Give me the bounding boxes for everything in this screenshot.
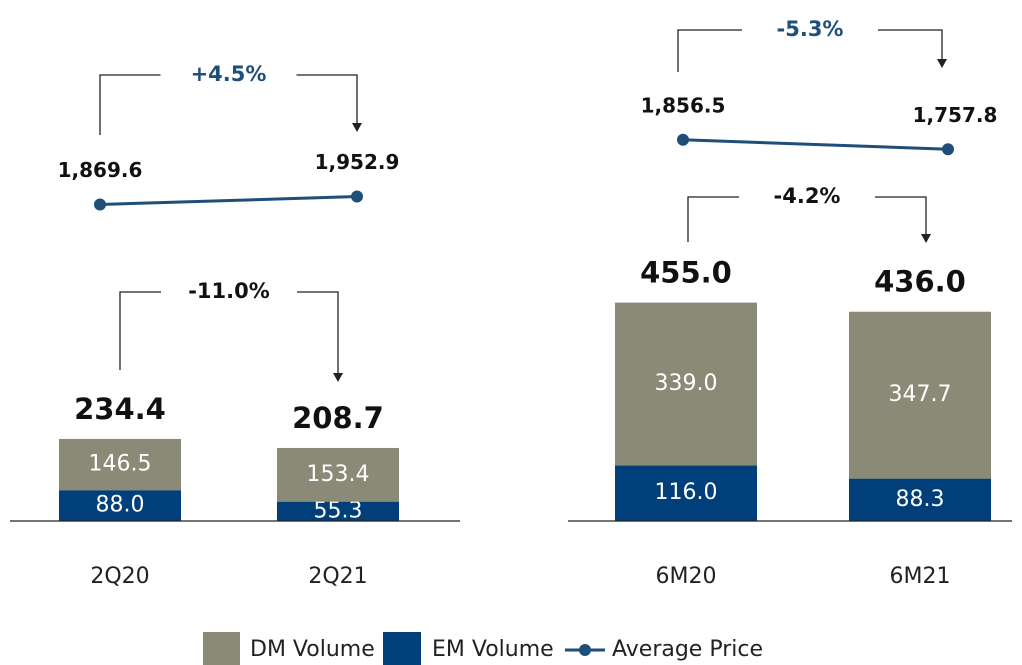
bar-value-label: 153.4: [307, 462, 370, 487]
price-label: 1,856.5: [641, 93, 726, 117]
x-tick-label: 6M21: [890, 564, 951, 589]
price-line: [99, 195, 358, 207]
bar-segment: [615, 465, 757, 521]
legend-label: Average Price: [612, 637, 763, 662]
change-arrow: [333, 373, 343, 382]
bar-segment: [849, 478, 991, 521]
bar-total-label: 455.0: [640, 256, 732, 290]
change-arrow: [937, 59, 947, 68]
bar-value-label: 88.3: [896, 487, 945, 512]
bar-segment: [615, 302, 757, 466]
change-bracket: [687, 196, 927, 242]
price-label: 1,952.9: [315, 150, 400, 174]
price-marker: [94, 198, 106, 211]
price-label: 1,757.8: [913, 103, 998, 127]
legend-label: EM Volume: [432, 637, 554, 662]
bar-value-label: 339.0: [655, 371, 718, 396]
change-bracket: [119, 291, 339, 374]
price-line: [682, 138, 949, 151]
bar-segment: [59, 438, 181, 491]
legend-marker: [579, 644, 591, 656]
bar-value-label: 146.5: [89, 452, 152, 477]
bar-value-label: 55.3: [314, 498, 363, 523]
change-label: -4.2%: [774, 184, 841, 208]
bar-segment: [277, 501, 399, 521]
x-tick-label: 2Q20: [90, 564, 149, 589]
change-label: -5.3%: [777, 17, 844, 41]
change-bracket: [99, 74, 358, 135]
price-marker: [942, 143, 954, 156]
x-tick-label: 6M20: [656, 564, 717, 589]
bar-value-label: 88.0: [96, 493, 145, 518]
price-marker: [677, 133, 689, 146]
change-label: -11.0%: [188, 279, 270, 303]
bar-value-label: 347.7: [889, 382, 952, 407]
x-tick-label: 2Q21: [308, 564, 367, 589]
bar-segment: [849, 311, 991, 479]
legend-swatch: [203, 632, 240, 665]
legend-swatch: [383, 632, 421, 665]
bar-segment: [59, 490, 181, 521]
change-label: +4.5%: [191, 62, 267, 86]
bar-value-label: 116.0: [655, 480, 718, 505]
price-label: 1,869.6: [58, 158, 143, 182]
bar-total-label: 436.0: [874, 265, 966, 299]
price-marker: [351, 190, 363, 203]
change-arrow: [352, 123, 362, 132]
bar-segment: [277, 447, 399, 502]
change-bracket: [677, 29, 943, 72]
change-arrow: [921, 234, 931, 243]
bar-total-label: 234.4: [74, 392, 166, 426]
legend-label: DM Volume: [250, 637, 375, 662]
bar-total-label: 208.7: [292, 401, 384, 435]
